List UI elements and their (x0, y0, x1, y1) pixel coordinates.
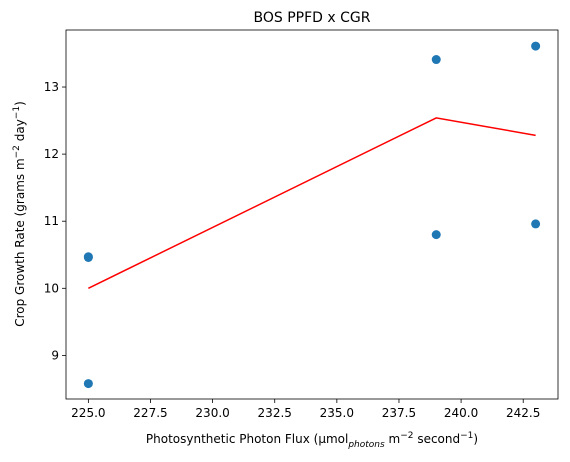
plot-area (66, 30, 558, 399)
x-tick-label: 227.5 (133, 406, 167, 420)
y-tick-label: 13 (44, 80, 59, 94)
scatter-point (83, 252, 93, 262)
x-axis-ticks: 225.0 227.5 230.0 232.5 235.0 237.5 240.0 242.5 (71, 399, 540, 420)
x-tick-label: 232.5 (258, 406, 292, 420)
y-tick-label: 11 (44, 214, 59, 228)
x-tick-label: 235.0 (320, 406, 354, 420)
chart-marks (83, 41, 541, 389)
x-tick-label: 230.0 (195, 406, 229, 420)
y-axis-ticks: 9 10 11 12 13 (44, 80, 66, 362)
chart-title: BOS PPFD x CGR (254, 10, 371, 26)
x-axis-label: Photosynthetic Photon Flux (μmolphotons … (146, 431, 478, 450)
y-tick-label: 12 (44, 147, 59, 161)
y-tick-label: 10 (44, 281, 59, 295)
y-axis-label: Crop Growth Rate (grams m−2 day−1) (12, 101, 27, 327)
y-tick-label: 9 (51, 348, 59, 362)
scatter-point (431, 55, 441, 65)
scatter-point (431, 230, 441, 240)
x-tick-label: 237.5 (382, 406, 416, 420)
scatter-point (531, 219, 541, 229)
x-tick-label: 240.0 (444, 406, 478, 420)
x-tick-label: 242.5 (506, 406, 540, 420)
scatter-point (531, 41, 541, 51)
scatter-point (83, 379, 93, 389)
plot-frame (65, 29, 559, 400)
x-tick-label: 225.0 (71, 406, 105, 420)
trend-line (88, 117, 536, 289)
